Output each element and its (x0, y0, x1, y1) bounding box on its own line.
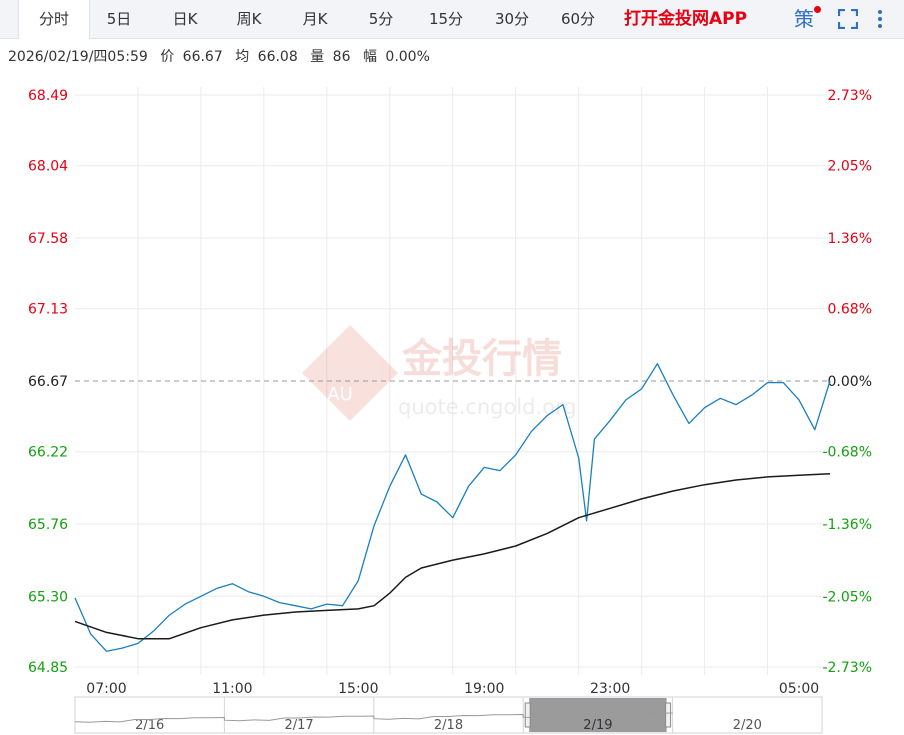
y-pct-tick-label: -2.05% (822, 589, 872, 605)
tab-30min[interactable]: 30分 (494, 10, 530, 28)
y-pct-tick-label: -1.36% (822, 517, 872, 533)
y-tick-label: 67.13 (28, 302, 68, 318)
tab-5day[interactable]: 5日 (106, 10, 132, 28)
navigator-date-label: 2/19 (583, 718, 612, 733)
watermark: AU 金投行情 quote.cngold.org (302, 325, 577, 421)
navigator-handle-left (524, 702, 531, 728)
tab-weekly-k[interactable]: 周K (236, 10, 262, 28)
navigator-handle-right (665, 702, 672, 728)
period-tabs: 分时 5日 日K 周K 月K 5分 15分 30分 60分 打开金投网APP 策 (0, 0, 904, 39)
y-pct-tick-label: 0.00% (828, 374, 872, 390)
notification-dot (814, 6, 821, 13)
avg-series-line (74, 472, 831, 640)
volume-label: 量 (310, 49, 325, 65)
tab-daily-k[interactable]: 日K (172, 10, 198, 28)
tab-15min[interactable]: 15分 (428, 10, 464, 28)
y-pct-tick-label: 2.05% (828, 159, 872, 175)
avg-label: 均 (235, 49, 250, 65)
watermark-url: quote.cngold.org (398, 395, 577, 419)
price-value: 66.67 (182, 49, 223, 65)
navigator-box (74, 696, 823, 734)
x-tick-label: 19:00 (464, 681, 504, 697)
y-pct-tick-label: -2.73% (822, 660, 872, 676)
y-tick-label: 64.85 (28, 660, 68, 676)
price-label: 价 (160, 49, 175, 65)
y-pct-tick-label: -0.68% (822, 445, 872, 461)
open-app-link[interactable]: 打开金投网APP (624, 9, 748, 29)
y-tick-label: 66.22 (28, 445, 68, 461)
volume-value: 86 (332, 49, 351, 65)
range-value: 0.00% (385, 49, 430, 65)
price-series-line (74, 363, 831, 652)
x-tick-label: 11:00 (212, 681, 252, 697)
y-tick-label: 66.67 (28, 374, 68, 390)
x-tick-label: 07:00 (86, 681, 126, 697)
navigator-date-label: 2/17 (284, 718, 313, 733)
y-pct-tick-label: 1.36% (828, 231, 872, 247)
watermark-title: 金投行情 (401, 336, 562, 382)
y-tick-label: 68.49 (28, 88, 68, 104)
x-tick-label: 05:00 (779, 681, 819, 697)
range-label: 幅 (362, 49, 377, 65)
watermark-logo (302, 325, 398, 421)
x-tick-label: 23:00 (590, 681, 630, 697)
quote-info-bar: 2026/02/19/四05:59 价 66.67 均 66.08 量 86 幅… (8, 46, 430, 66)
navigator-date-label: 2/16 (135, 718, 164, 733)
fullscreen-icon[interactable] (838, 9, 858, 29)
tab-60min[interactable]: 60分 (560, 10, 596, 28)
tab-5min[interactable]: 5分 (368, 10, 394, 28)
y-tick-label: 67.58 (28, 231, 68, 247)
quote-datetime: 2026/02/19/四05:59 (8, 49, 148, 65)
watermark-logo-text: AU (327, 384, 353, 405)
tab-minute[interactable]: 分时 (18, 0, 90, 39)
navigator-date-label: 2/20 (733, 718, 762, 733)
navigator-date-label: 2/18 (434, 718, 463, 733)
more-menu-icon[interactable] (874, 8, 886, 30)
tab-monthly-k[interactable]: 月K (302, 10, 328, 28)
avg-value: 66.08 (257, 49, 298, 65)
strategy-button[interactable]: 策 (794, 7, 814, 31)
y-tick-label: 65.30 (28, 589, 68, 605)
y-pct-tick-label: 2.73% (828, 88, 872, 104)
x-tick-label: 15:00 (338, 681, 378, 697)
y-tick-label: 65.76 (28, 517, 68, 533)
y-pct-tick-label: 0.68% (828, 302, 872, 318)
y-tick-label: 68.04 (28, 159, 68, 175)
navigator-trend-line (74, 712, 673, 723)
